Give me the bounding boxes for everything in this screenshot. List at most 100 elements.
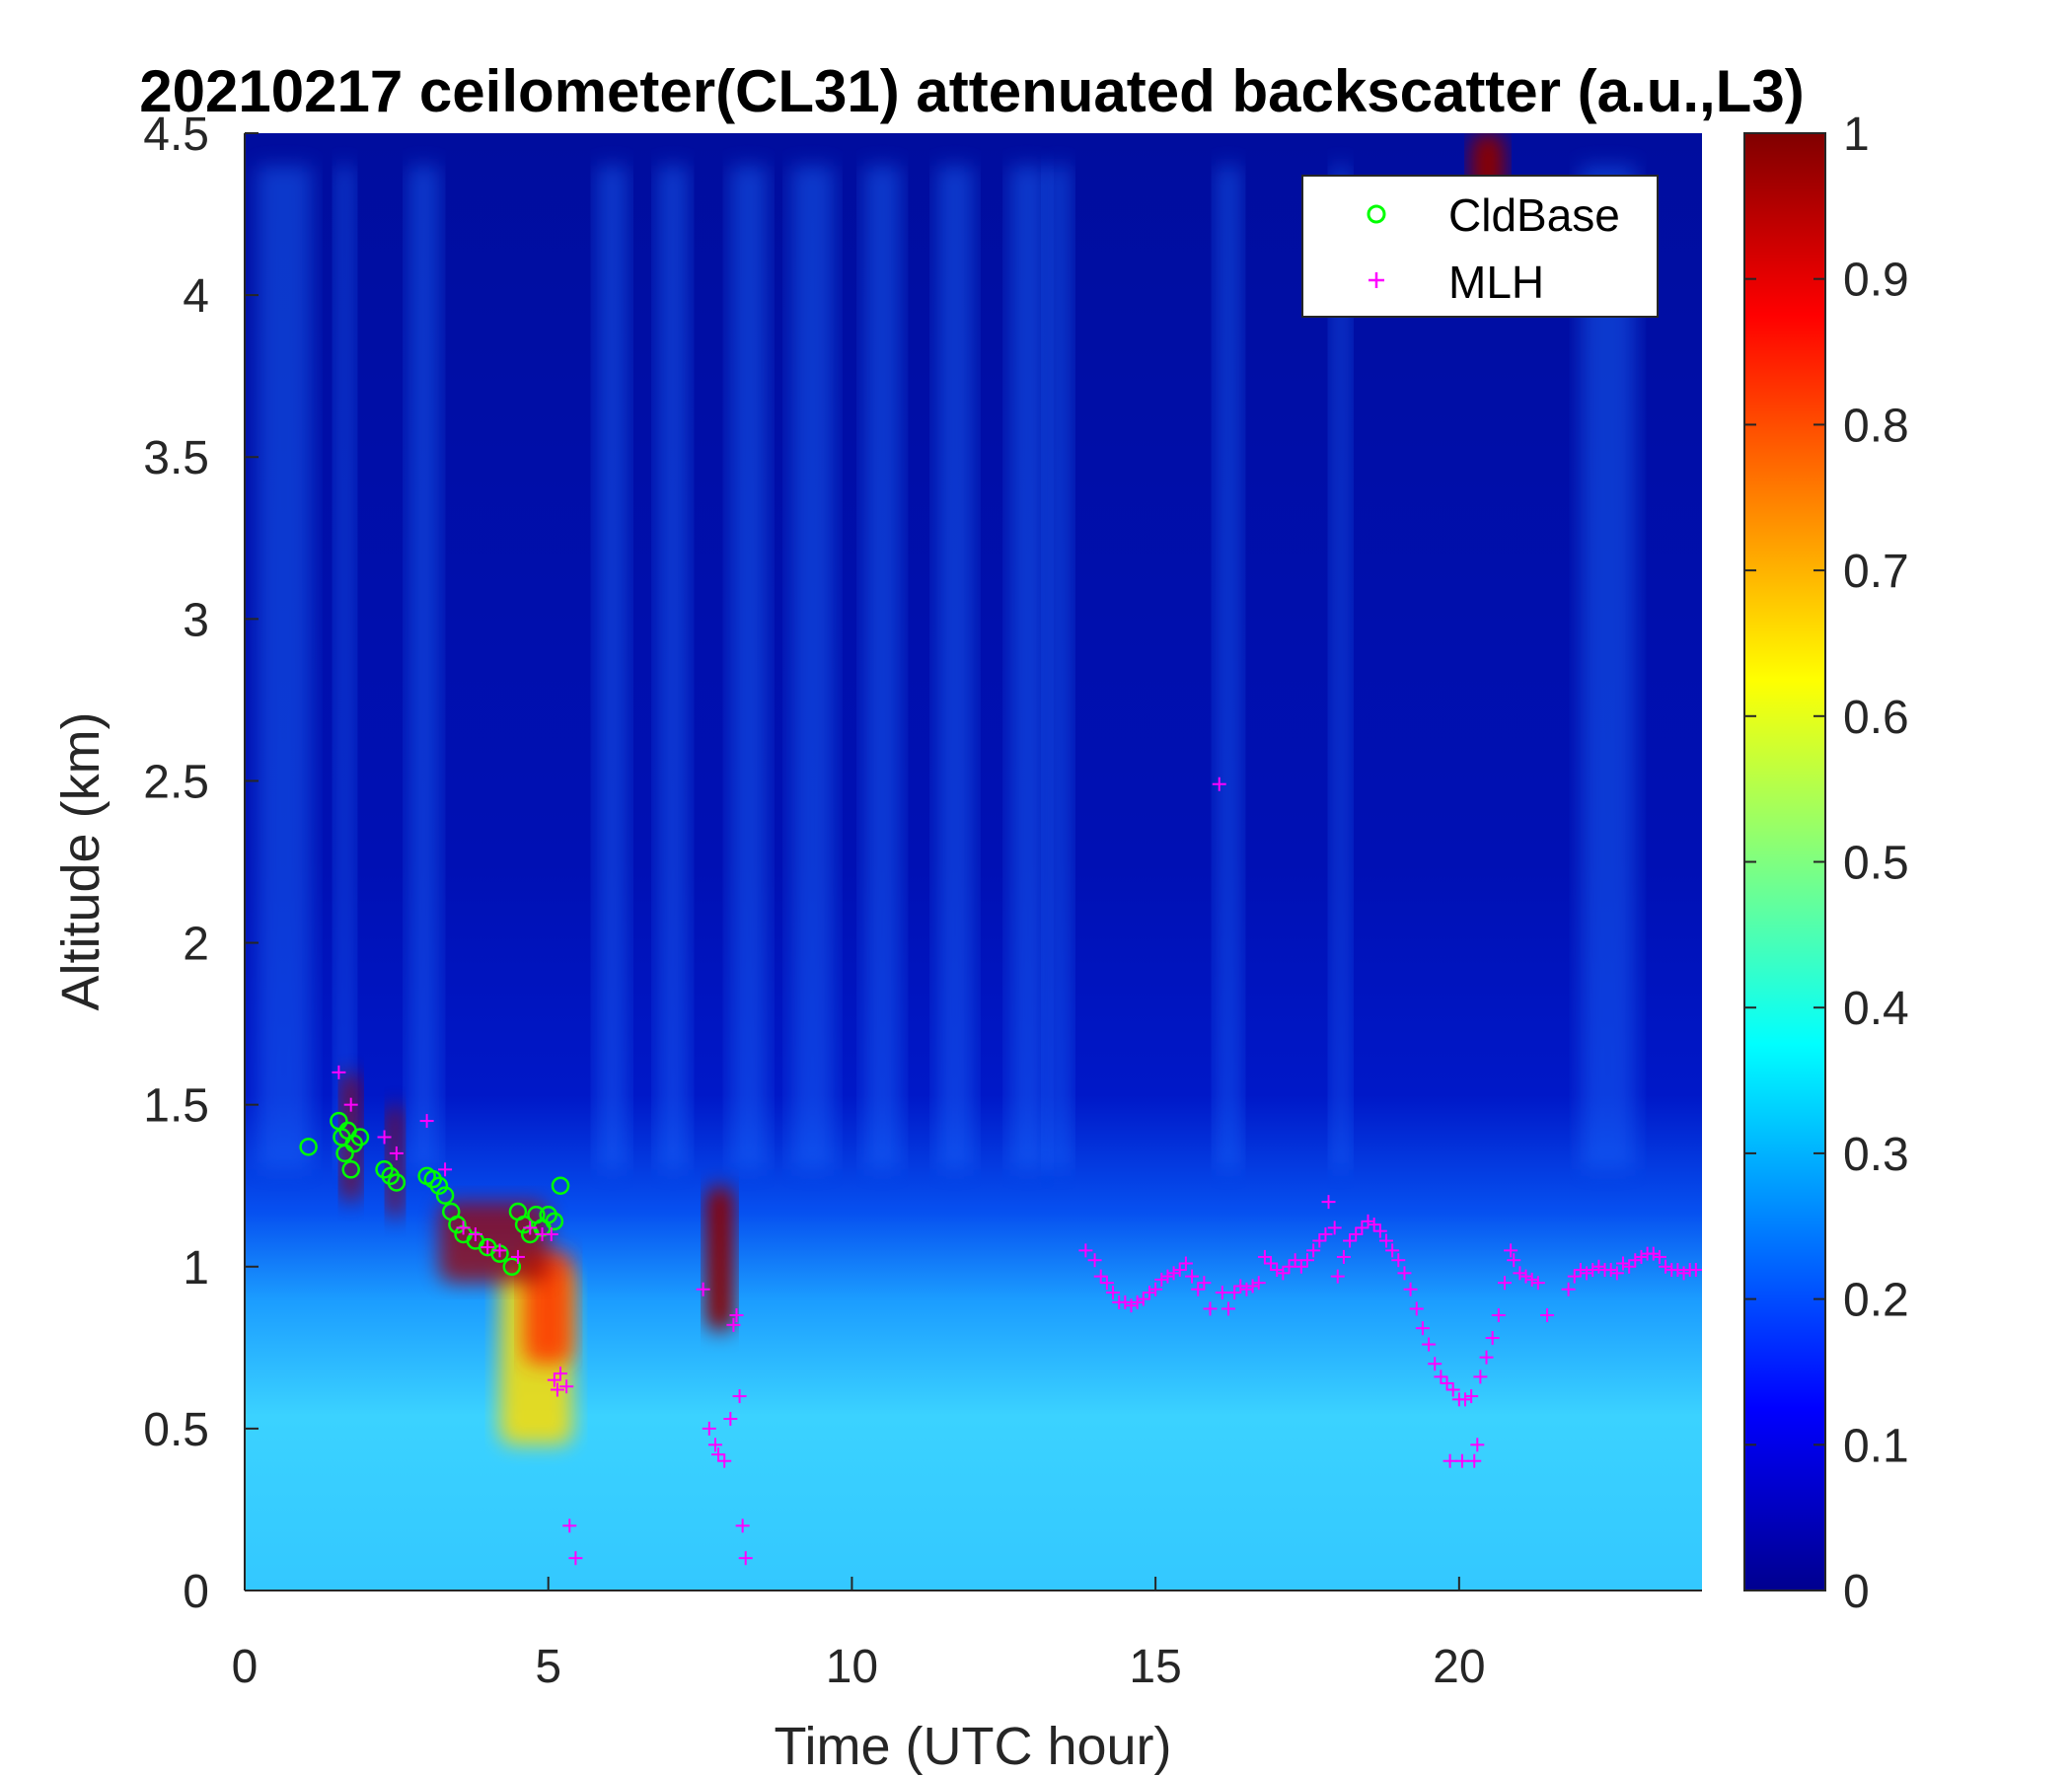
mlh-point — [1622, 1259, 1637, 1274]
mlh-point — [1178, 1256, 1193, 1271]
legend[interactable]: CldBase MLH — [1301, 175, 1659, 318]
mlh-point — [562, 1518, 577, 1533]
mlh-point — [702, 1421, 716, 1436]
heatmap-features — [257, 133, 1636, 1445]
mlh-point — [1099, 1276, 1114, 1291]
aerosol-plume — [1331, 165, 1351, 1170]
legend-mlh-label: MLH — [1448, 257, 1544, 308]
mlh-point — [1142, 1286, 1156, 1300]
colorbar-tick-label: 0.8 — [1843, 400, 1909, 452]
mlh-point — [1191, 1282, 1206, 1296]
mlh-point — [1609, 1266, 1624, 1281]
mlh-point — [1349, 1226, 1364, 1241]
mlh-point — [723, 1412, 738, 1427]
mlh-point — [1415, 1321, 1430, 1336]
cldbase-point — [387, 1173, 407, 1192]
mlh-point — [1591, 1259, 1606, 1274]
y-tick-label: 2.5 — [143, 756, 209, 808]
mlh-point — [1306, 1243, 1321, 1258]
mlh-point — [1540, 1308, 1555, 1323]
mlh-point — [1428, 1357, 1443, 1371]
y-tick-label: 1 — [183, 1242, 209, 1295]
mlh-point — [1166, 1266, 1181, 1281]
high-backscatter-region — [705, 1185, 734, 1332]
mlh-point — [1078, 1243, 1093, 1258]
mlh-point — [1172, 1263, 1187, 1278]
x-tick-label: 15 — [1129, 1641, 1181, 1693]
mlh-point — [1652, 1249, 1666, 1264]
colorbar-tick-label: 0.6 — [1843, 692, 1909, 744]
mlh-point — [377, 1130, 392, 1145]
mlh-point — [332, 1065, 346, 1079]
colorbar-tick-label: 0.3 — [1843, 1129, 1909, 1181]
cldbase-point — [299, 1138, 318, 1156]
cldbase-point — [551, 1176, 570, 1195]
y-tick-label: 4.5 — [143, 109, 209, 161]
aerosol-plume — [335, 165, 354, 1170]
x-tick-label: 5 — [535, 1641, 561, 1693]
x-axis-label: Time (UTC hour) — [774, 1717, 1171, 1776]
colorbar-tick-label: 0.5 — [1843, 838, 1909, 890]
aerosol-plume — [936, 165, 974, 1170]
mlh-point — [1403, 1282, 1418, 1296]
y-tick-label: 0 — [183, 1566, 209, 1618]
colorbar-tick-label: 1 — [1843, 109, 1870, 161]
mlh-point — [1397, 1266, 1412, 1281]
y-tick-label: 3.5 — [143, 432, 209, 484]
x-axis: 0 5 10 15 20 — [232, 1577, 1702, 1693]
cldbase-point — [448, 1215, 467, 1234]
mlh-point — [1634, 1249, 1649, 1264]
cldbase-point — [545, 1212, 564, 1231]
colorbar: 0 0.1 0.2 0.3 0.4 0.5 0.6 0.7 0.8 0.9 1 — [1743, 109, 1909, 1618]
legend-cldbase-marker — [1367, 204, 1386, 224]
mlh-point — [1282, 1259, 1296, 1274]
aerosol-plume — [1046, 165, 1071, 1170]
mlh-point — [1524, 1272, 1539, 1287]
mlh-point — [1203, 1301, 1218, 1316]
mlh-point — [1409, 1301, 1424, 1316]
mlh-point — [1573, 1263, 1588, 1278]
mlh-point — [1507, 1253, 1521, 1268]
mlh-point — [1688, 1263, 1702, 1278]
mlh-point — [1264, 1256, 1279, 1271]
mlh-point — [1518, 1269, 1533, 1284]
mlh-point — [1676, 1266, 1691, 1281]
mlh-point — [554, 1367, 568, 1381]
markers — [299, 777, 1702, 1566]
mlh-point — [1330, 1269, 1345, 1284]
mlh-point — [1318, 1226, 1333, 1241]
mlh-point — [1445, 1382, 1460, 1397]
x-tick-label: 20 — [1433, 1641, 1485, 1693]
mlh-point — [1212, 777, 1226, 791]
mlh-point — [456, 1221, 471, 1235]
mlh-point — [1504, 1243, 1518, 1258]
y-tick-label: 1.5 — [143, 1080, 209, 1133]
mlh-point — [523, 1221, 538, 1235]
mlh-point — [438, 1162, 453, 1177]
mlh-point — [1454, 1453, 1469, 1468]
mlh-point — [1567, 1269, 1582, 1284]
mlh-point — [1467, 1453, 1482, 1468]
mlh-point — [1491, 1308, 1506, 1323]
mlh-point — [1561, 1282, 1576, 1296]
mlh-point — [1270, 1263, 1285, 1278]
mlh-point — [1378, 1233, 1393, 1248]
mlh-point — [1497, 1276, 1512, 1291]
mlh-point — [419, 1114, 434, 1129]
mlh-point — [1294, 1259, 1308, 1274]
mlh-point — [1470, 1438, 1485, 1452]
colorbar-tick-label: 0.4 — [1843, 983, 1909, 1035]
aerosol-plume — [596, 165, 628, 1170]
mlh-point — [1513, 1266, 1527, 1281]
aerosol-plume — [1580, 165, 1636, 1170]
cldbase-point — [429, 1176, 449, 1195]
mlh-point — [1473, 1369, 1488, 1384]
cldbase-point — [350, 1128, 370, 1147]
mlh-point — [1440, 1375, 1454, 1390]
mlh-point — [1239, 1282, 1254, 1296]
aerosol-plume — [730, 165, 768, 1170]
y-tick-label: 0.5 — [143, 1404, 209, 1456]
y-tick-label: 4 — [183, 270, 209, 323]
mlh-point — [1355, 1221, 1369, 1235]
